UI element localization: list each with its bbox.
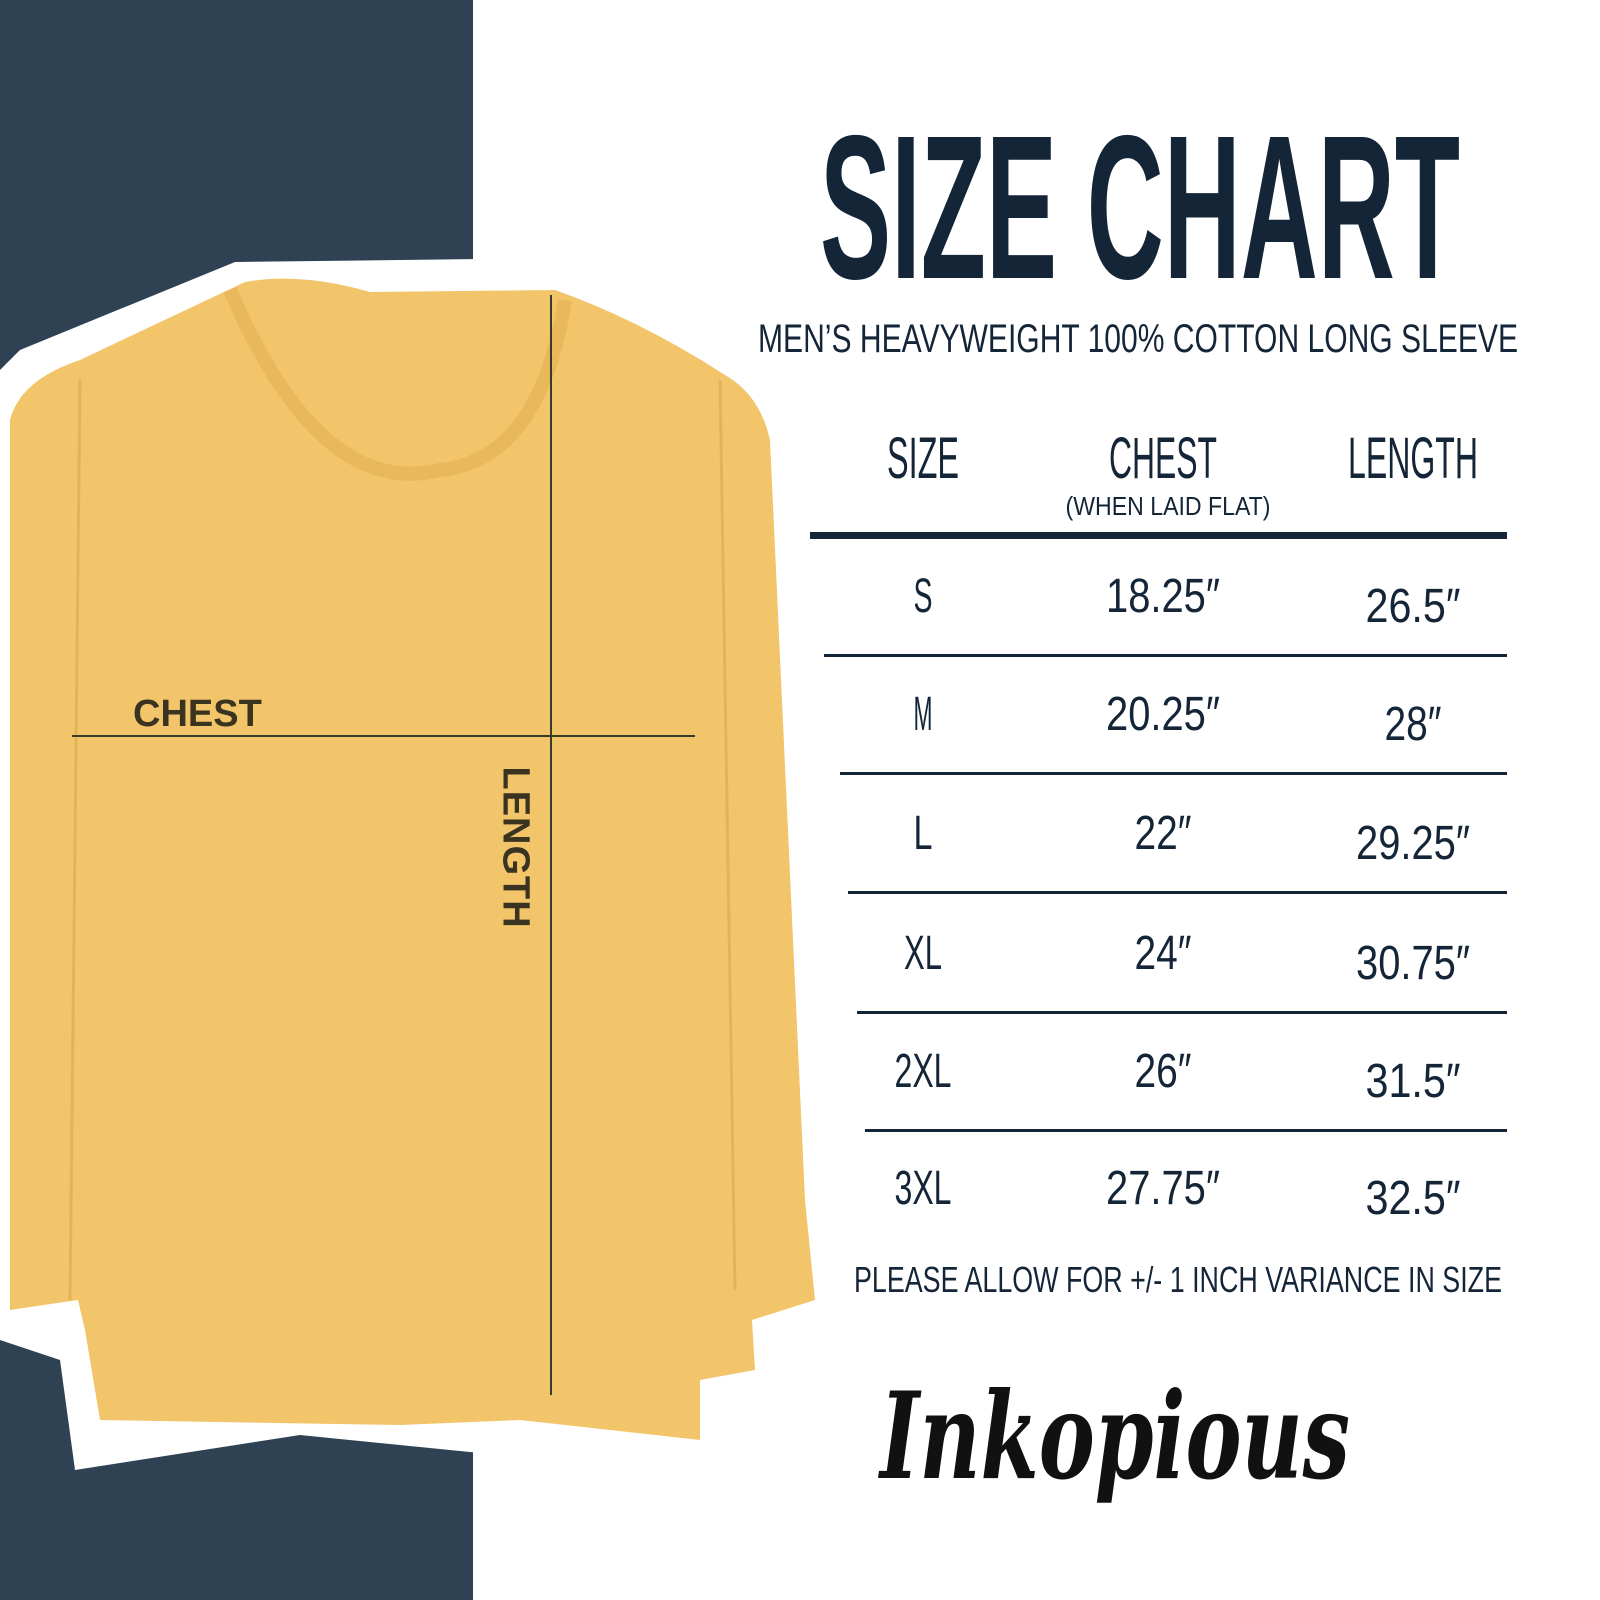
chest-cell: 22″ bbox=[1135, 807, 1192, 860]
row-divider bbox=[840, 772, 1507, 775]
subtitle: MEN’S HEAVYWEIGHT 100% COTTON LONG SLEEV… bbox=[758, 317, 1518, 361]
shirt-collar bbox=[223, 287, 572, 481]
row-divider bbox=[848, 891, 1507, 894]
chest-cell: 27.75″ bbox=[1106, 1162, 1220, 1215]
length-cell: 26.5″ bbox=[1366, 580, 1461, 633]
row-divider bbox=[857, 1011, 1507, 1014]
shirt-seams bbox=[68, 379, 737, 1301]
header-chest: CHEST bbox=[1109, 426, 1217, 491]
chest-cell: 26″ bbox=[1135, 1045, 1192, 1098]
chest-note: (WHEN LAID FLAT) bbox=[1066, 491, 1271, 521]
variance-note: PLEASE ALLOW FOR +/- 1 INCH VARIANCE IN … bbox=[854, 1259, 1502, 1300]
size-cell: 3XL bbox=[895, 1162, 952, 1215]
length-cell: 29.25″ bbox=[1356, 817, 1470, 870]
size-cell: L bbox=[914, 807, 933, 860]
chest-cell: 24″ bbox=[1135, 927, 1192, 980]
chest-cell: 20.25″ bbox=[1106, 688, 1220, 741]
header-divider bbox=[810, 532, 1507, 539]
table-row: M 20.25″ 28″ bbox=[914, 688, 1442, 751]
row-divider bbox=[824, 654, 1507, 657]
table-row: L 22″ 29.25″ bbox=[914, 807, 1471, 870]
table-row: XL 24″ 30.75″ bbox=[904, 927, 1470, 990]
size-cell: M bbox=[914, 688, 933, 741]
size-table: S 18.25″ 26.5″ M 20.25″ 28″ L 22″ 29.25″ XL 24″ 30.… bbox=[824, 570, 1507, 1225]
table-row: 2XL 26″ 31.5″ bbox=[895, 1045, 1461, 1108]
size-cell: S bbox=[914, 570, 933, 623]
brand-logo: Inkopious bbox=[878, 1366, 1350, 1507]
shirt-body bbox=[10, 278, 815, 1441]
chest-label: CHEST bbox=[133, 693, 262, 735]
shirt-image bbox=[10, 278, 815, 1441]
size-cell: XL bbox=[904, 927, 942, 980]
length-cell: 31.5″ bbox=[1366, 1055, 1461, 1108]
table-row: S 18.25″ 26.5″ bbox=[914, 570, 1461, 633]
length-cell: 28″ bbox=[1385, 698, 1442, 751]
chest-cell: 18.25″ bbox=[1106, 570, 1220, 623]
page-title: SIZE CHART bbox=[820, 93, 1460, 322]
length-cell: 32.5″ bbox=[1366, 1172, 1461, 1225]
length-cell: 30.75″ bbox=[1356, 937, 1470, 990]
row-divider bbox=[865, 1129, 1507, 1132]
size-cell: 2XL bbox=[895, 1045, 952, 1098]
header-size: SIZE bbox=[887, 426, 959, 491]
header-length: LENGTH bbox=[1348, 426, 1478, 491]
table-row: 3XL 27.75″ 32.5″ bbox=[895, 1162, 1461, 1225]
